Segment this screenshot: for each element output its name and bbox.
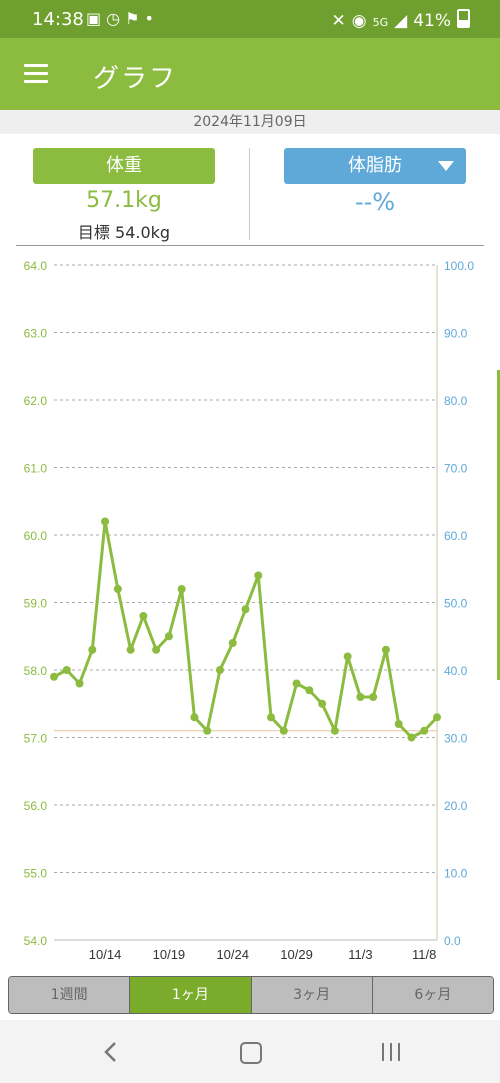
page-title: グラフ xyxy=(93,64,178,94)
running-icon: ⚑ xyxy=(125,9,145,28)
battery-icon xyxy=(457,9,470,28)
battery-level: 41% xyxy=(413,11,451,31)
weight-data-point xyxy=(407,733,416,742)
x-tick-label: 10/29 xyxy=(280,947,313,962)
y-right-tick-label: 50.0 xyxy=(444,597,468,611)
weight-data-point xyxy=(356,693,365,701)
home-icon[interactable] xyxy=(240,1042,262,1064)
y-left-tick-label: 59.0 xyxy=(24,597,48,611)
weight-data-point xyxy=(164,632,173,641)
weight-data-point xyxy=(394,720,403,728)
mute-icon: ✕ xyxy=(331,11,346,31)
y-left-tick-label: 62.0 xyxy=(24,394,48,408)
y-right-tick-label: 90.0 xyxy=(444,327,468,341)
weight-data-point xyxy=(369,693,378,701)
signal-icon: ◢ xyxy=(394,11,408,31)
weight-data-point xyxy=(139,612,148,620)
y-right-tick-label: 30.0 xyxy=(444,732,468,746)
y-left-tick-label: 61.0 xyxy=(24,462,48,476)
weight-data-point xyxy=(126,645,135,654)
weight-data-point xyxy=(215,666,224,674)
x-tick-label: 11/3 xyxy=(348,947,372,962)
location-icon: ◉ xyxy=(351,11,367,31)
y-left-tick-label: 60.0 xyxy=(24,529,48,543)
weight-data-point xyxy=(177,585,186,593)
weight-data-point xyxy=(343,652,352,661)
y-left-tick-label: 56.0 xyxy=(24,799,48,813)
app-bar: グラフ xyxy=(0,38,500,110)
y-left-tick-label: 57.0 xyxy=(24,732,48,746)
tab-1-week[interactable]: 1週間 xyxy=(9,977,131,1013)
network-label: 5G xyxy=(372,16,389,29)
date-label: 2024年11月09日 xyxy=(0,110,500,134)
y-left-tick-label: 63.0 xyxy=(24,327,48,341)
dot-icon: • xyxy=(144,9,159,28)
status-right: ✕ ◉ 5G ◢ 41% xyxy=(326,9,470,31)
period-tabs: 1週間 1ヶ月 3ヶ月 6ヶ月 xyxy=(8,976,494,1014)
alarm-check-icon: ◷ xyxy=(106,9,126,28)
back-icon[interactable] xyxy=(100,1041,122,1063)
weight-data-point xyxy=(433,713,441,722)
scroll-indicator xyxy=(497,370,500,680)
x-tick-label: 10/19 xyxy=(153,947,186,962)
y-right-tick-label: 20.0 xyxy=(444,799,468,813)
y-right-tick-label: 60.0 xyxy=(444,529,468,543)
weight-data-point xyxy=(279,726,288,735)
x-tick-label: 10/24 xyxy=(216,947,249,962)
weight-data-point xyxy=(113,585,122,593)
status-time: 14:38 xyxy=(32,9,84,30)
weight-data-point xyxy=(75,679,84,688)
weight-data-point xyxy=(381,645,390,654)
y-right-tick-label: 80.0 xyxy=(444,394,468,408)
weight-data-point xyxy=(330,726,339,735)
target-weight: 目標 54.0kg xyxy=(77,223,171,242)
status-left-icons: ▣◷⚑• xyxy=(86,9,159,28)
weight-data-point xyxy=(254,571,263,580)
y-left-tick-label: 55.0 xyxy=(24,867,48,881)
weight-data-point xyxy=(62,666,71,674)
hamburger-menu-icon[interactable] xyxy=(24,64,48,84)
tab-1-month[interactable]: 1ヶ月 xyxy=(130,977,252,1013)
y-right-tick-label: 70.0 xyxy=(444,462,468,476)
weight-series-line xyxy=(53,520,439,739)
body-fat-value: --% xyxy=(354,188,396,216)
weight-data-point xyxy=(101,517,110,526)
divider xyxy=(249,148,250,240)
weight-data-point xyxy=(318,699,327,708)
dropdown-arrow-icon xyxy=(438,161,454,171)
weight-data-point xyxy=(203,726,212,735)
y-right-tick-label: 40.0 xyxy=(444,664,468,678)
recent-apps-icon[interactable] xyxy=(381,1042,401,1062)
weight-data-point xyxy=(228,639,237,647)
system-nav-bar xyxy=(0,1020,500,1083)
weight-data-point xyxy=(88,645,97,654)
y-left-tick-label: 64.0 xyxy=(24,259,48,273)
y-left-tick-label: 54.0 xyxy=(24,934,48,948)
y-right-tick-label: 0.0 xyxy=(444,934,461,948)
x-tick-label: 10/14 xyxy=(89,947,122,962)
weight-chart[interactable]: 54.0 0.0 55.0 10.0 56.0 20.0 57.0 30.0 58.0 40.0 5… xyxy=(0,250,500,970)
separator xyxy=(16,245,484,246)
x-tick-label: 11/8 xyxy=(412,947,436,962)
weight-data-point xyxy=(50,672,58,681)
weight-data-point xyxy=(305,686,314,695)
weight-data-point xyxy=(267,713,276,722)
tab-3-months[interactable]: 3ヶ月 xyxy=(251,977,373,1013)
y-right-tick-label: 10.0 xyxy=(444,867,468,881)
y-left-tick-label: 58.0 xyxy=(24,664,48,678)
weight-data-point xyxy=(152,645,161,654)
status-bar: 14:38 ▣◷⚑• ✕ ◉ 5G ◢ 41% xyxy=(0,0,500,38)
weight-data-point xyxy=(241,605,250,614)
y-right-tick-label: 100.0 xyxy=(444,259,474,273)
weight-button[interactable]: 体重 xyxy=(33,148,215,184)
body-fat-dropdown[interactable]: 体脂肪 xyxy=(284,148,466,184)
weight-value: 57.1kg xyxy=(86,188,162,213)
gallery-icon: ▣ xyxy=(86,9,107,28)
body-fat-label: 体脂肪 xyxy=(348,155,402,176)
tab-6-months[interactable]: 6ヶ月 xyxy=(372,977,493,1013)
weight-data-point xyxy=(420,726,429,735)
weight-data-point xyxy=(292,679,301,688)
weight-data-point xyxy=(190,713,199,722)
